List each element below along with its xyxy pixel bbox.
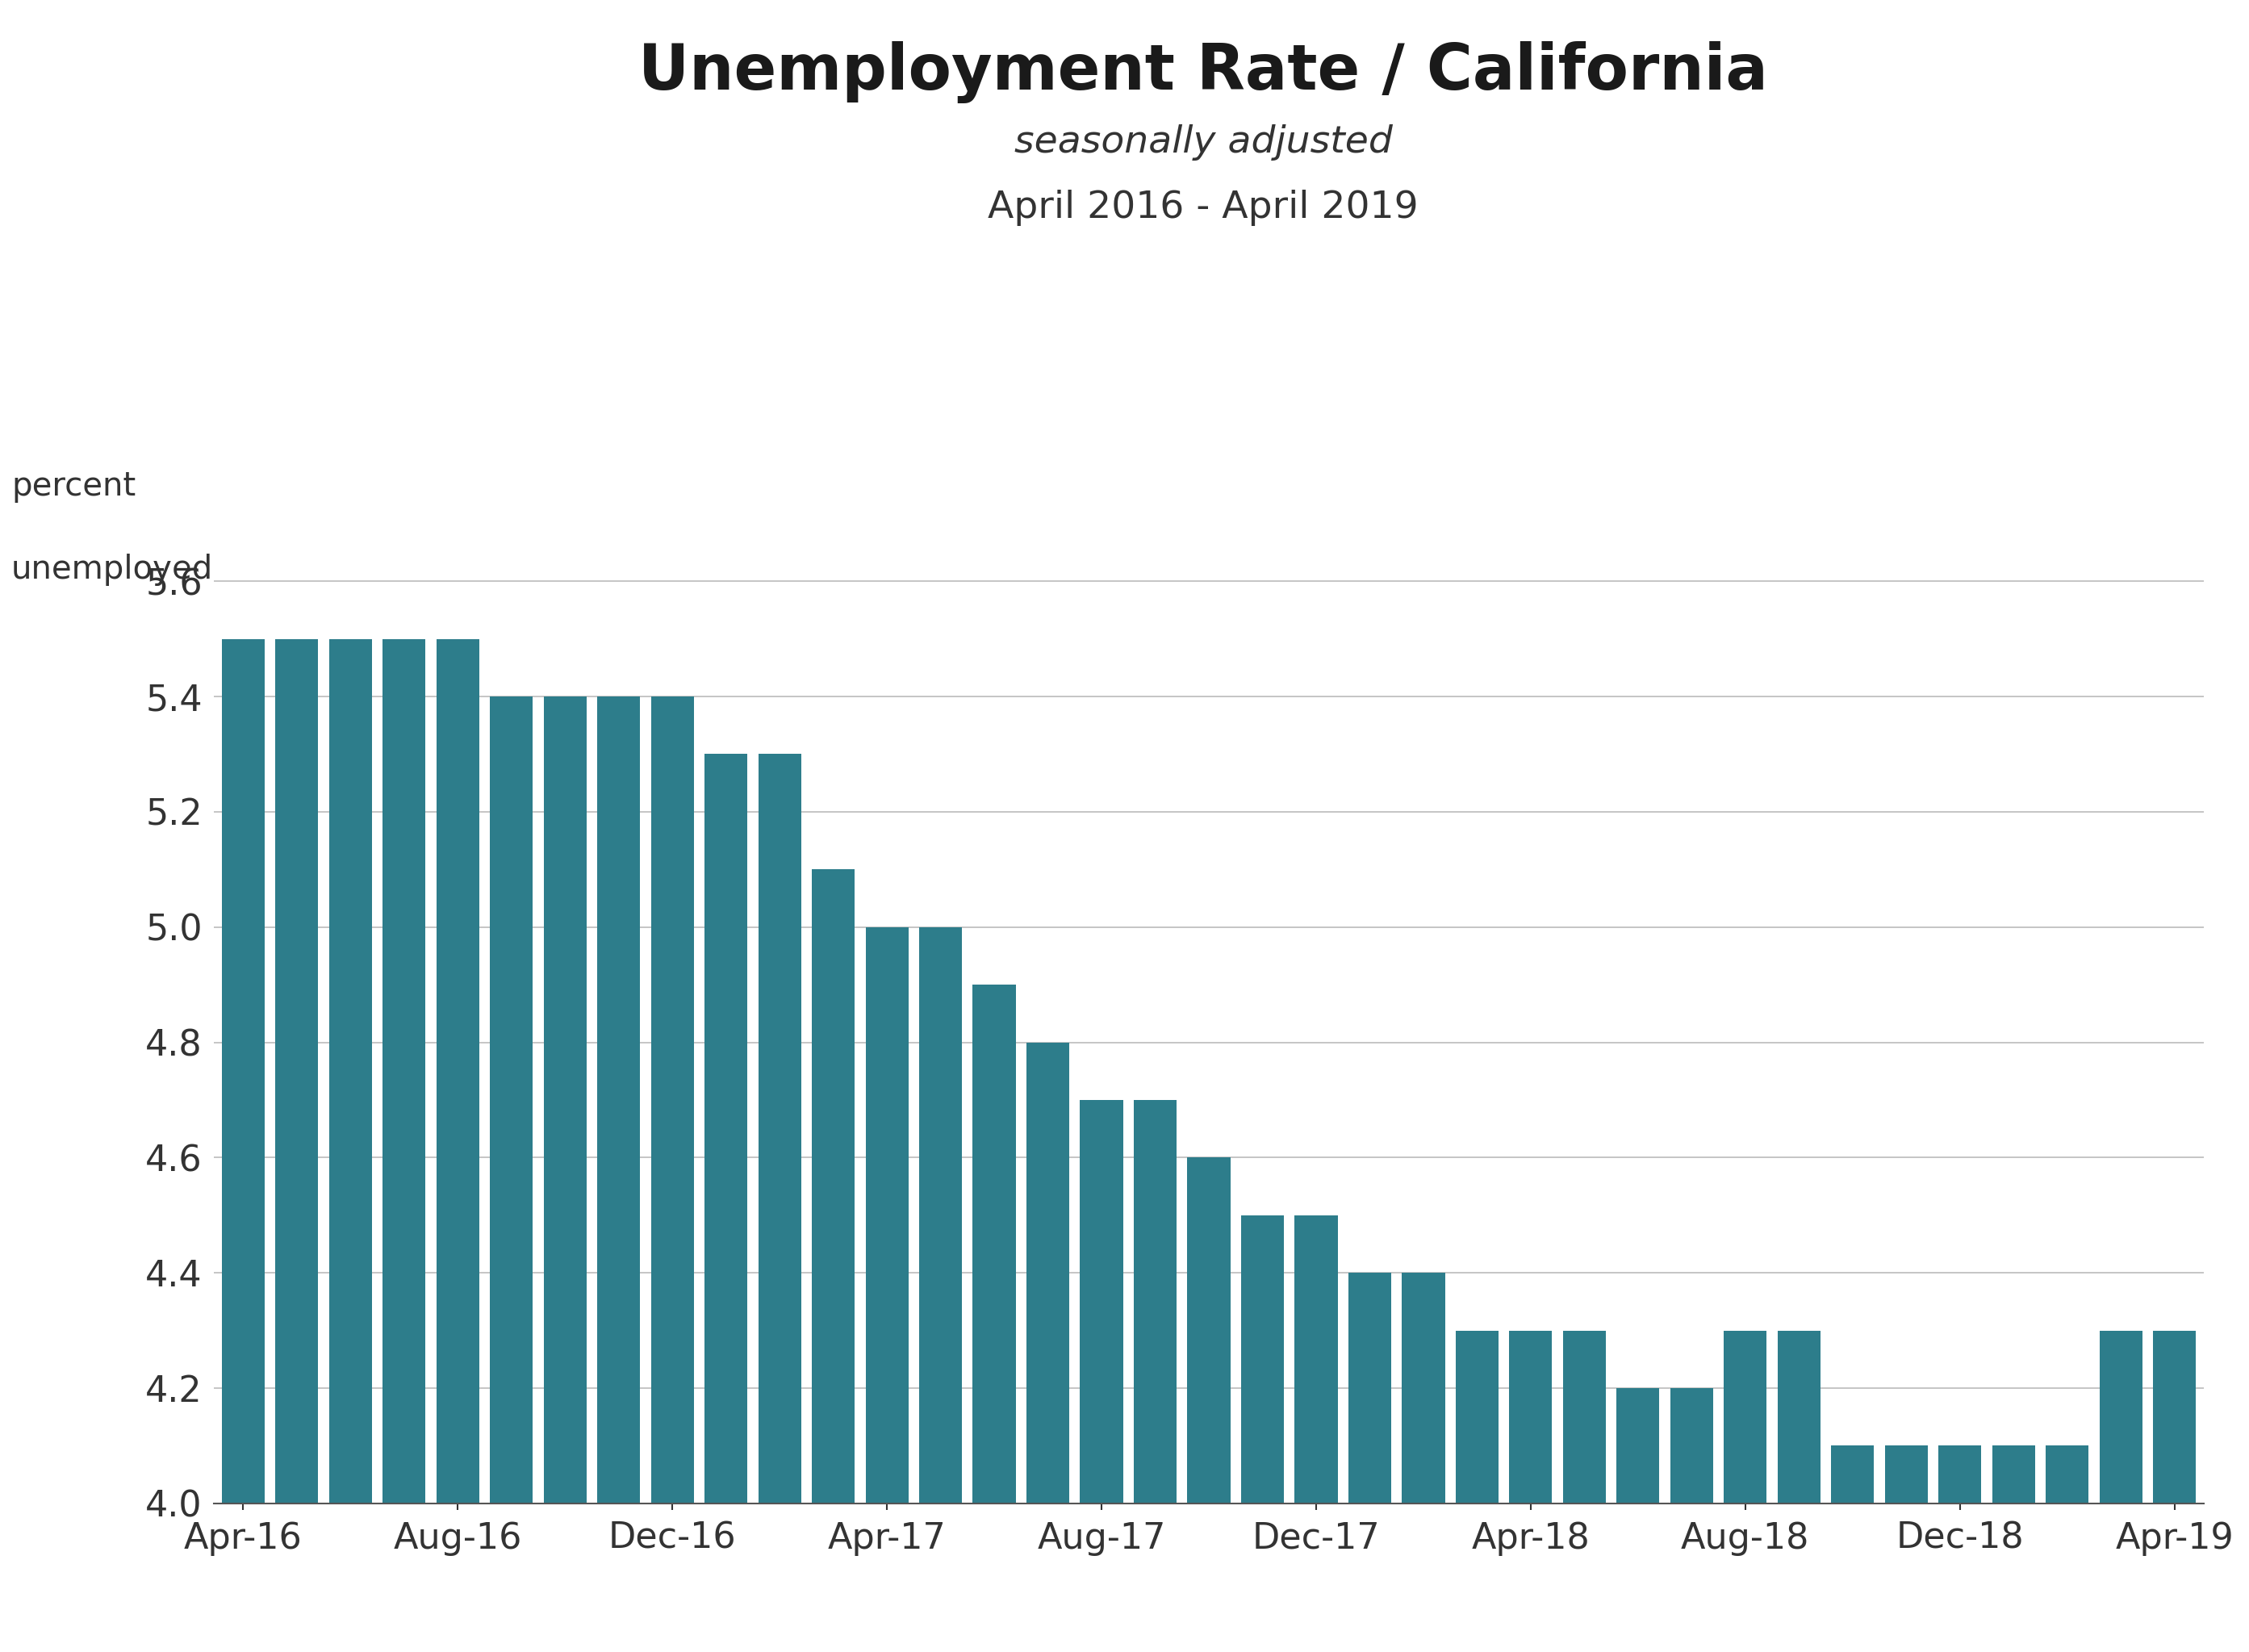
Bar [812, 869, 855, 1503]
Bar [704, 755, 747, 1503]
Bar [1885, 1446, 1927, 1503]
Bar [1725, 1330, 1768, 1503]
Bar [1939, 1446, 1981, 1503]
Text: seasonally adjusted: seasonally adjusted [1014, 124, 1392, 160]
Bar [1617, 1388, 1660, 1503]
Bar [1509, 1330, 1552, 1503]
Bar [1455, 1330, 1498, 1503]
Bar [382, 639, 425, 1503]
Bar [2047, 1446, 2089, 1503]
Bar [866, 927, 909, 1503]
Bar [2098, 1330, 2143, 1503]
Bar [436, 639, 479, 1503]
Bar [758, 755, 801, 1503]
Bar [1187, 1158, 1230, 1503]
Bar [544, 697, 587, 1503]
Bar [974, 985, 1017, 1503]
Bar [1295, 1216, 1338, 1503]
Bar [274, 639, 319, 1503]
Bar [2152, 1330, 2195, 1503]
Bar [1563, 1330, 1606, 1503]
Bar [920, 927, 963, 1503]
Text: percent: percent [11, 471, 135, 504]
Bar [1349, 1272, 1392, 1503]
Bar [1080, 1100, 1122, 1503]
Text: unemployed: unemployed [11, 553, 214, 586]
Bar [490, 697, 533, 1503]
Bar [1777, 1330, 1819, 1503]
Text: Unemployment Rate / California: Unemployment Rate / California [639, 41, 1768, 104]
Bar [1241, 1216, 1284, 1503]
Bar [598, 697, 641, 1503]
Bar [650, 697, 693, 1503]
Bar [1671, 1388, 1714, 1503]
Bar [1993, 1446, 2035, 1503]
Text: April 2016 - April 2019: April 2016 - April 2019 [987, 190, 1419, 226]
Bar [223, 639, 265, 1503]
Bar [1831, 1446, 1873, 1503]
Bar [1133, 1100, 1176, 1503]
Bar [1026, 1042, 1068, 1503]
Bar [328, 639, 371, 1503]
Bar [1401, 1272, 1444, 1503]
